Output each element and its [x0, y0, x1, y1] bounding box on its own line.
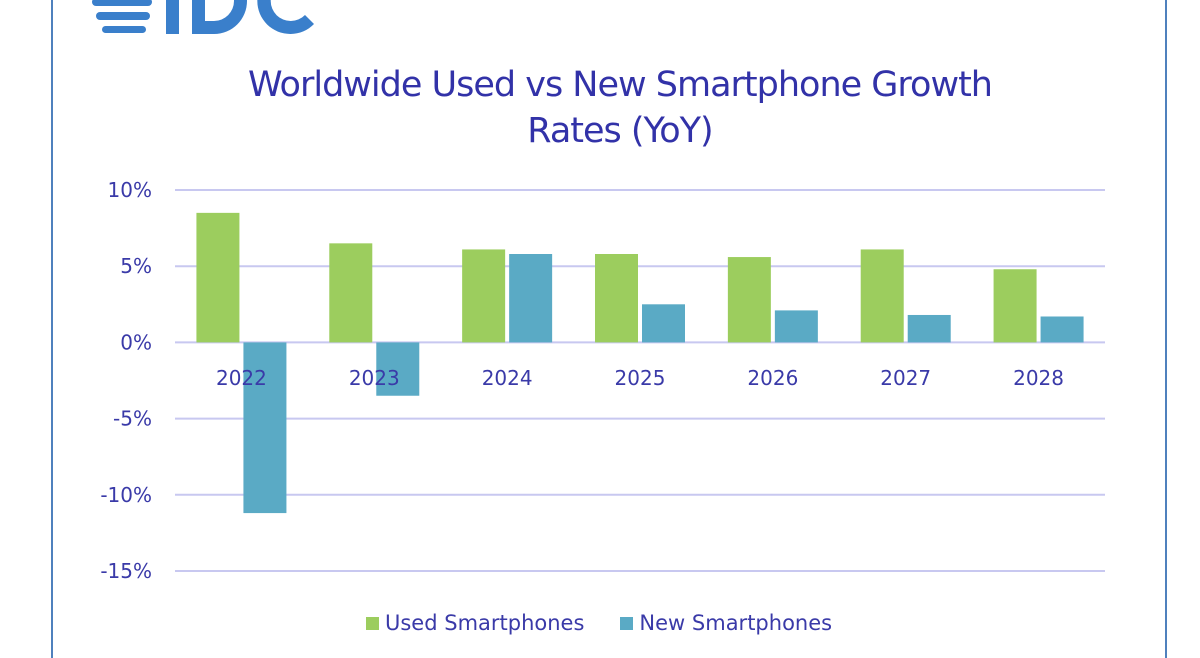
bar-new [774, 310, 818, 343]
x-tick-label: 2025 [615, 366, 666, 390]
bar-new [509, 254, 553, 343]
bar-new [642, 304, 685, 343]
bar-new [376, 342, 420, 396]
legend-swatch-new [620, 616, 634, 630]
bar-used [462, 249, 506, 343]
chart-title-line2: Rates (YoY) [527, 111, 713, 151]
y-tick-label: -15% [100, 559, 152, 583]
idc-logo [92, 0, 314, 34]
bar-chart: 10% 5% 0% -5% -10% -15% 2022 2023 2024 2025 2026 20… [100, 178, 1105, 583]
bar-used [727, 257, 771, 343]
y-tick-label: 10% [108, 178, 152, 202]
bar-used [993, 269, 1037, 343]
legend-label-used: Used Smartphones [385, 611, 585, 635]
y-tick-label: 5% [120, 254, 152, 278]
x-tick-label: 2022 [216, 366, 267, 390]
x-tick-label: 2026 [747, 366, 798, 390]
legend: Used Smartphones New Smartphones [366, 611, 832, 635]
y-tick-label: -5% [113, 407, 152, 431]
x-tick-label: 2023 [349, 366, 400, 390]
x-tick-label: 2024 [482, 366, 533, 390]
chart-title: Worldwide Used vs New Smartphone Growth … [120, 62, 1120, 154]
bar-new [1040, 316, 1084, 343]
bar-used [860, 249, 904, 343]
chart-frame [51, 0, 1167, 658]
chart-title-line1: Worldwide Used vs New Smartphone Growth [247, 65, 993, 105]
bar-used [595, 254, 638, 343]
legend-label-new: New Smartphones [639, 611, 833, 635]
x-tick-label: 2027 [880, 366, 931, 390]
legend-swatch-used [366, 616, 379, 630]
y-tick-label: 0% [120, 330, 152, 354]
x-tick-label: 2028 [1013, 366, 1064, 390]
bar-new [907, 314, 951, 343]
legend-item-new: New Smartphones [620, 611, 832, 635]
legend-item-used: Used Smartphones [366, 611, 584, 635]
bar-used [196, 212, 240, 343]
y-tick-label: -10% [100, 483, 152, 507]
bar-new [243, 342, 287, 514]
bar-used [329, 243, 373, 343]
